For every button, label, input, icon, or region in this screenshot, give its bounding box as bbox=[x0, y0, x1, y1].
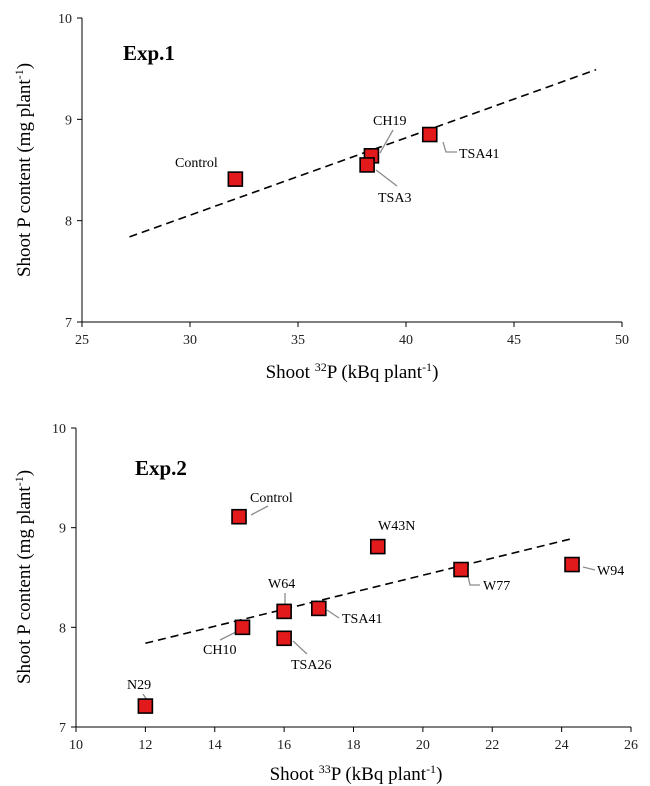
x-tick-label: 50 bbox=[615, 333, 629, 348]
label-leader-line bbox=[326, 609, 340, 619]
y-axis-title: Shoot P content (mg plant-1) bbox=[12, 63, 35, 277]
x-tick-label: 10 bbox=[69, 738, 83, 753]
data-point bbox=[369, 538, 386, 555]
data-point-label: W77 bbox=[483, 579, 510, 594]
x-tick-label: 18 bbox=[347, 738, 361, 753]
data-point bbox=[227, 171, 244, 187]
data-point bbox=[276, 603, 292, 620]
label-leader-line bbox=[379, 129, 394, 154]
data-point-label: Control bbox=[250, 491, 293, 506]
data-point-label: CH19 bbox=[373, 114, 406, 129]
data-point bbox=[234, 619, 251, 636]
x-tick-label: 22 bbox=[485, 738, 499, 753]
data-point-label: N29 bbox=[127, 678, 151, 693]
trend-line bbox=[129, 68, 597, 238]
x-tick-label: 25 bbox=[75, 333, 89, 348]
y-tick-label: 10 bbox=[52, 422, 66, 437]
y-tick-label: 9 bbox=[65, 113, 72, 128]
data-point-label: W43N bbox=[378, 519, 415, 534]
data-point bbox=[359, 157, 375, 173]
x-tick-label: 40 bbox=[399, 333, 413, 348]
x-tick-label: 20 bbox=[416, 738, 430, 753]
x-tick-label: 14 bbox=[208, 738, 222, 753]
label-leader-line bbox=[467, 575, 480, 586]
y-axis-title: Shoot P content (mg plant-1) bbox=[12, 470, 35, 684]
data-point-label: TSA41 bbox=[342, 612, 382, 627]
label-leader-line bbox=[442, 141, 457, 153]
x-tick-label: 16 bbox=[277, 738, 291, 753]
x-tick-label: 45 bbox=[507, 333, 521, 348]
data-point bbox=[421, 126, 438, 143]
data-point-label: TSA41 bbox=[459, 147, 499, 162]
x-tick-label: 24 bbox=[555, 738, 569, 753]
data-point bbox=[311, 600, 327, 617]
data-point-label: W94 bbox=[597, 564, 624, 579]
panel-title: Exp.2 bbox=[135, 456, 187, 480]
data-point-label: W64 bbox=[268, 577, 295, 592]
x-tick-label: 35 bbox=[291, 333, 305, 348]
data-point-label: Control bbox=[175, 156, 218, 171]
trend-line bbox=[145, 537, 573, 645]
x-tick-label: 12 bbox=[138, 738, 152, 753]
y-tick-label: 8 bbox=[65, 215, 72, 230]
label-leader-line bbox=[250, 505, 269, 516]
data-point bbox=[453, 561, 469, 578]
panel-title: Exp.1 bbox=[123, 41, 175, 65]
data-point-label: TSA3 bbox=[378, 191, 411, 206]
y-tick-label: 9 bbox=[59, 522, 66, 537]
data-point-label: CH10 bbox=[203, 643, 236, 658]
data-point bbox=[276, 630, 292, 647]
y-tick-label: 10 bbox=[58, 12, 72, 27]
x-axis-title: Shoot 33P (kBq plant-1) bbox=[270, 762, 443, 785]
chart-exp1: 25 30 35 40 45 50 7 8 9 10 Exp.1 Shoot 32P (kBq pla… bbox=[12, 12, 629, 383]
x-tick-label: 30 bbox=[183, 333, 197, 348]
data-point bbox=[137, 698, 154, 714]
y-tick-label: 7 bbox=[65, 316, 72, 331]
label-leader-line bbox=[292, 640, 308, 655]
label-leader-line bbox=[375, 169, 398, 187]
y-tick-label: 7 bbox=[59, 721, 66, 736]
x-axis-title: Shoot 32P (kBq plant-1) bbox=[266, 360, 439, 383]
x-tick-label: 26 bbox=[624, 738, 638, 753]
data-point bbox=[231, 508, 247, 525]
label-leader-line bbox=[582, 566, 596, 571]
data-point-label: TSA26 bbox=[291, 658, 331, 673]
y-tick-label: 8 bbox=[59, 621, 66, 636]
data-point bbox=[564, 556, 580, 573]
chart-exp2: 10 12 14 16 18 20 22 24 26 7 8 9 10 Exp.2 Shoot 33P (k… bbox=[12, 422, 638, 785]
